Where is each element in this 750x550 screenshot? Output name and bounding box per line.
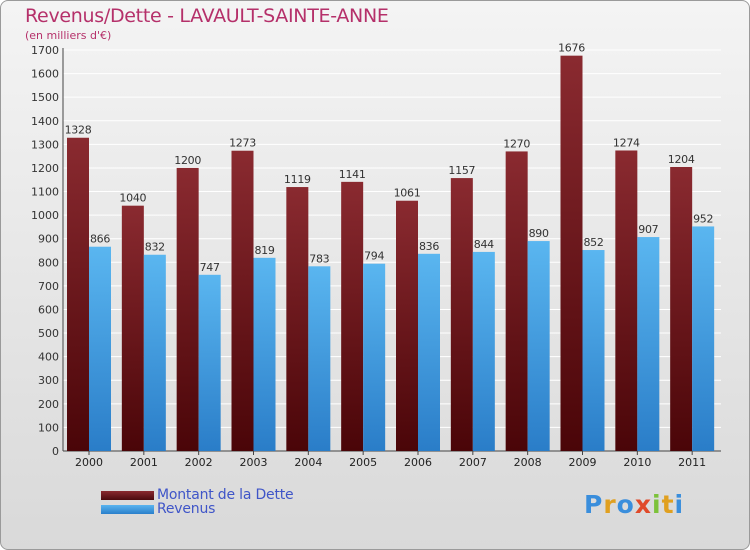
bar-debt bbox=[176, 167, 199, 452]
bar-debt bbox=[341, 181, 364, 452]
data-label-debt: 1328 bbox=[65, 124, 92, 137]
x-tick-label: 2006 bbox=[404, 456, 432, 469]
x-tick-label: 2005 bbox=[349, 456, 377, 469]
legend-swatch-revenue bbox=[101, 505, 154, 514]
bar-debt bbox=[670, 166, 693, 451]
data-label-revenue: 890 bbox=[529, 227, 549, 240]
data-label-debt: 1061 bbox=[394, 187, 421, 200]
bar-revenue bbox=[582, 250, 605, 451]
chart-subtitle: (en milliers d'€) bbox=[25, 29, 112, 42]
x-tick-label: 2003 bbox=[240, 456, 268, 469]
data-label-revenue: 794 bbox=[364, 250, 384, 263]
legend-label-debt: Montant de la Dette bbox=[157, 487, 294, 503]
bar-debt bbox=[450, 178, 473, 452]
data-label-debt: 1200 bbox=[174, 154, 201, 167]
data-label-revenue: 907 bbox=[638, 223, 658, 236]
bar-revenue bbox=[637, 237, 660, 451]
data-label-revenue: 819 bbox=[254, 244, 274, 257]
bar-revenue bbox=[89, 246, 111, 451]
logo-letter: x bbox=[634, 490, 652, 519]
data-label-debt: 1274 bbox=[613, 136, 640, 149]
bar-debt bbox=[396, 200, 418, 451]
y-tick-label: 0 bbox=[52, 445, 59, 458]
x-tick-label: 2010 bbox=[623, 456, 651, 469]
data-label-revenue: 952 bbox=[693, 212, 713, 225]
bar-revenue bbox=[198, 274, 221, 451]
bar-debt bbox=[286, 187, 309, 451]
data-label-revenue: 844 bbox=[474, 238, 494, 251]
bar-debt bbox=[615, 150, 638, 451]
data-label-revenue: 852 bbox=[583, 236, 603, 249]
data-label-debt: 1273 bbox=[229, 137, 256, 150]
x-tick-label: 2008 bbox=[514, 456, 542, 469]
y-tick-label: 1100 bbox=[31, 186, 59, 199]
bar-revenue bbox=[692, 226, 715, 451]
data-label-debt: 1141 bbox=[339, 168, 366, 181]
bar-revenue bbox=[472, 251, 495, 451]
bar-debt bbox=[231, 150, 254, 451]
bar-revenue bbox=[363, 263, 386, 451]
y-tick-label: 1200 bbox=[31, 162, 59, 175]
x-tick-label: 2004 bbox=[294, 456, 322, 469]
y-tick-label: 100 bbox=[38, 421, 59, 434]
data-label-revenue: 866 bbox=[90, 233, 110, 246]
x-tick-label: 2011 bbox=[678, 456, 706, 469]
x-tick-label: 2007 bbox=[459, 456, 487, 469]
legend-label-revenue: Revenus bbox=[157, 501, 216, 517]
y-tick-label: 900 bbox=[38, 233, 59, 246]
proxiti-logo: Proxiti bbox=[584, 490, 684, 519]
logo-letter: r bbox=[603, 490, 617, 519]
y-tick-label: 700 bbox=[38, 280, 59, 293]
bar-revenue bbox=[418, 253, 440, 451]
legend-swatch-debt bbox=[101, 491, 154, 500]
chart-title: Revenus/Dette - LAVAULT-SAINTE-ANNE bbox=[25, 5, 389, 27]
y-tick-label: 1400 bbox=[31, 115, 59, 128]
y-tick-label: 1600 bbox=[31, 68, 59, 81]
y-tick-label: 600 bbox=[38, 303, 59, 316]
bar-revenue bbox=[253, 257, 276, 451]
data-label-revenue: 832 bbox=[145, 241, 165, 254]
y-tick-label: 1700 bbox=[31, 44, 59, 57]
logo-letter: o bbox=[616, 490, 635, 519]
y-tick-label: 1500 bbox=[31, 91, 59, 104]
y-tick-label: 1300 bbox=[31, 138, 59, 151]
data-label-debt: 1157 bbox=[448, 164, 475, 177]
y-tick-label: 200 bbox=[38, 398, 59, 411]
y-tick-label: 400 bbox=[38, 351, 59, 364]
logo-letter: t bbox=[661, 490, 675, 519]
x-tick-label: 2009 bbox=[569, 456, 597, 469]
x-tick-label: 2001 bbox=[130, 456, 158, 469]
data-label-debt: 1270 bbox=[503, 137, 530, 150]
bar-revenue bbox=[308, 266, 331, 451]
bar-debt bbox=[67, 137, 89, 451]
data-label-debt: 1676 bbox=[558, 42, 585, 55]
data-label-debt: 1204 bbox=[668, 153, 695, 166]
x-tick-label: 2000 bbox=[75, 456, 103, 469]
data-label-revenue: 783 bbox=[309, 252, 329, 265]
data-label-debt: 1040 bbox=[119, 192, 146, 205]
x-tick-label: 2002 bbox=[185, 456, 213, 469]
bar-revenue bbox=[143, 254, 166, 451]
y-tick-label: 800 bbox=[38, 256, 59, 269]
data-label-debt: 1119 bbox=[284, 173, 311, 186]
logo-letter: P bbox=[584, 490, 604, 519]
logo-letter: i bbox=[652, 490, 662, 519]
logo-letter: i bbox=[674, 490, 685, 519]
data-label-revenue: 836 bbox=[419, 240, 439, 253]
bar-debt bbox=[505, 151, 528, 451]
y-tick-label: 300 bbox=[38, 374, 59, 387]
bar-debt bbox=[560, 55, 583, 452]
bar-debt bbox=[121, 205, 144, 451]
y-tick-label: 1000 bbox=[31, 209, 59, 222]
data-label-revenue: 747 bbox=[200, 261, 220, 274]
y-tick-label: 500 bbox=[38, 327, 59, 340]
bar-revenue bbox=[527, 241, 550, 451]
